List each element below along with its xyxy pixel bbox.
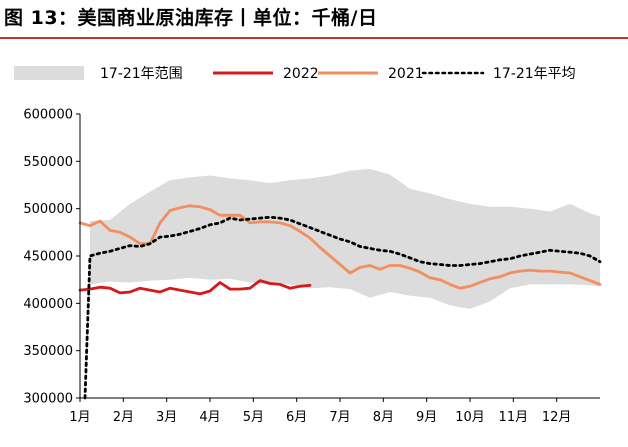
y-tick-label: 500000	[23, 202, 73, 217]
series-line-avg	[83, 215, 602, 400]
y-tick-label: 350000	[23, 344, 73, 359]
legend-label: 2022	[283, 66, 319, 82]
y-tick-label: 600000	[23, 108, 73, 123]
x-tick-label: 8月	[373, 410, 394, 425]
y-tick-label: 400000	[23, 297, 73, 312]
legend-swatch-range	[14, 66, 84, 80]
x-tick-label: 11月	[499, 410, 529, 425]
legend-label: 17-21年范围	[100, 65, 183, 82]
y-tick-label: 450000	[23, 250, 73, 265]
series-line-y2022	[78, 279, 312, 296]
x-tick-label: 10月	[455, 410, 485, 425]
range-band-17-21	[90, 168, 600, 309]
series-line-y2021	[78, 204, 602, 290]
y-tick-label: 550000	[23, 155, 73, 170]
x-tick-label: 2月	[113, 410, 134, 425]
chart-title: 图 13：美国商业原油库存丨单位：千桶/日	[4, 7, 378, 29]
x-tick-label: 12月	[542, 410, 572, 425]
x-tick-label: 7月	[329, 410, 350, 425]
legend-label: 2021	[388, 66, 424, 82]
title-divider	[0, 37, 628, 39]
legend-label: 17-21年平均	[493, 66, 576, 82]
x-tick-label: 3月	[156, 410, 177, 425]
x-tick-label: 6月	[286, 410, 307, 425]
x-tick-label: 4月	[199, 410, 220, 425]
x-tick-label: 5月	[243, 410, 264, 425]
y-tick-label: 300000	[23, 392, 73, 407]
x-tick-label: 1月	[69, 410, 90, 425]
x-tick-label: 9月	[416, 410, 437, 425]
